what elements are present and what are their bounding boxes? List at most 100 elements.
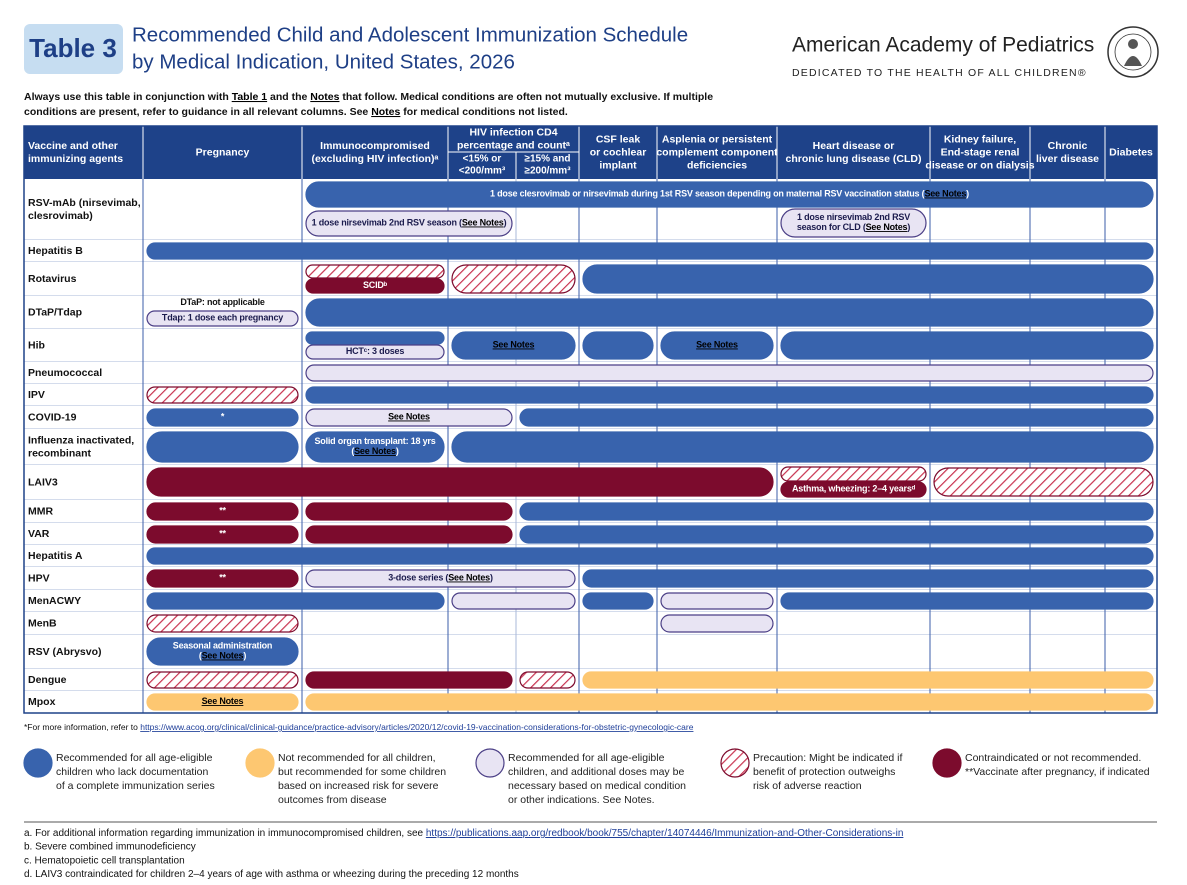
legend-text: risk of adverse reaction bbox=[753, 780, 862, 792]
schedule-bar bbox=[582, 671, 1154, 689]
schedule-bar bbox=[519, 525, 1154, 544]
schedule-bar bbox=[780, 208, 927, 238]
row-label: recombinant bbox=[28, 447, 92, 459]
column-header: Kidney failure, bbox=[944, 133, 1016, 145]
text-segment: Always use this table in conjunction wit… bbox=[24, 91, 232, 103]
column-header: CSF leak bbox=[596, 133, 641, 145]
text-line: See Notes bbox=[493, 340, 535, 350]
schedule-bar bbox=[305, 525, 513, 544]
schedule-bar bbox=[582, 264, 1154, 294]
schedule-bar bbox=[305, 298, 1154, 327]
text-line: 3-dose series (See Notes) bbox=[388, 573, 493, 583]
text-line: Solid organ transplant: 18 yrs bbox=[314, 436, 435, 446]
legend-text: outcomes from disease bbox=[278, 794, 387, 806]
legend-swatch bbox=[23, 748, 53, 778]
text-line: See Notes bbox=[388, 412, 430, 422]
schedule-bar bbox=[305, 502, 513, 521]
row-label: Hepatitis B bbox=[28, 245, 83, 257]
legend-text: children who lack documentation bbox=[56, 766, 208, 778]
text-line: a. For additional information regarding … bbox=[24, 828, 903, 839]
link: See Notes bbox=[493, 340, 535, 350]
row-label: LAIV3 bbox=[28, 476, 58, 488]
text-line: DTaP: not applicable bbox=[180, 297, 265, 307]
text-line: (See Notes) bbox=[199, 651, 247, 661]
legend-text: based on increased risk for severe bbox=[278, 780, 439, 792]
badge: Table 3 bbox=[29, 33, 117, 63]
text-segment: ) bbox=[504, 218, 507, 228]
schedule-bar bbox=[305, 408, 513, 427]
schedule-bar bbox=[146, 547, 1154, 565]
text-segment: conditions are present, refer to guidanc… bbox=[24, 106, 371, 118]
column-header: complement component bbox=[656, 146, 778, 158]
schedule-bar bbox=[933, 467, 1154, 497]
schedule-bar bbox=[146, 386, 299, 404]
column-header: or cochlear bbox=[590, 146, 647, 158]
text-line: c. Hematopoietic cell transplantation bbox=[24, 855, 185, 866]
text-line: * bbox=[221, 412, 225, 422]
row-label: clesrovimab) bbox=[28, 210, 93, 222]
text-segment: 3-dose series ( bbox=[388, 573, 448, 583]
schedule-bar bbox=[582, 331, 654, 360]
schedule-bar bbox=[146, 431, 299, 463]
schedule-bar bbox=[146, 614, 299, 633]
title: by Medical Indication, United States, 20… bbox=[132, 50, 515, 73]
text-line: Asthma, wheezing: 2–4 yearsᵈ bbox=[792, 484, 916, 494]
title: Recommended Child and Adolescent Immuniz… bbox=[132, 23, 688, 46]
text-line: conditions are present, refer to guidanc… bbox=[24, 106, 568, 118]
row-label: COVID-19 bbox=[28, 411, 77, 423]
column-header: Pregnancy bbox=[196, 146, 250, 158]
link: See Notes bbox=[202, 696, 244, 706]
badge-bg bbox=[24, 24, 123, 74]
row-label: Hepatitis A bbox=[28, 550, 83, 562]
legend-text: Recommended for all age-eligible bbox=[56, 752, 213, 764]
column-subheader: <15% or bbox=[463, 154, 502, 165]
link: See Notes bbox=[202, 651, 244, 661]
schedule-bar bbox=[146, 592, 445, 610]
column-header: disease or on dialysis bbox=[925, 159, 1034, 171]
schedule-bar bbox=[305, 431, 445, 463]
text-segment: season for CLD ( bbox=[797, 222, 866, 232]
schedule-bar bbox=[780, 592, 1154, 610]
schedule-bar bbox=[451, 264, 576, 294]
schedule-bar bbox=[305, 264, 445, 279]
text-segment: * bbox=[221, 412, 225, 422]
row-label: Rotavirus bbox=[28, 273, 77, 285]
text-segment: b. Severe combined immunodeficiency bbox=[24, 841, 196, 852]
text-segment: that follow. Medical conditions are ofte… bbox=[339, 91, 713, 103]
schedule-bar bbox=[582, 569, 1154, 588]
legend-text: **Vaccinate after pregnancy, if indicate… bbox=[965, 766, 1150, 778]
schedule-bar bbox=[451, 431, 1154, 463]
link: See Notes bbox=[462, 218, 504, 228]
link: https://publications.aap.org/redbook/boo… bbox=[426, 828, 904, 839]
text-segment: ** bbox=[219, 529, 226, 539]
schedule-bar bbox=[146, 569, 299, 588]
text-segment: a. For additional information regarding … bbox=[24, 828, 426, 839]
schedule-bar bbox=[146, 671, 299, 689]
link: https://www.acog.org/clinical/clinical-g… bbox=[140, 722, 693, 732]
row-label: VAR bbox=[28, 528, 50, 540]
text-segment: ** bbox=[219, 573, 226, 583]
text-line: ** bbox=[219, 506, 226, 516]
text-line: *For more information, refer to https://… bbox=[24, 722, 694, 732]
legend-text: children, and additional doses may be bbox=[508, 766, 684, 778]
row-label: Influenza inactivated, bbox=[28, 434, 134, 446]
schedule-bar bbox=[146, 502, 299, 521]
text-segment: ) bbox=[396, 446, 399, 456]
schedule-bar bbox=[305, 671, 513, 689]
text-segment: c. Hematopoietic cell transplantation bbox=[24, 855, 185, 866]
text-segment: d. LAIV3 contraindicated for children 2–… bbox=[24, 869, 519, 880]
schedule-bar bbox=[146, 525, 299, 544]
link: See Notes bbox=[448, 573, 490, 583]
schedule-bar bbox=[305, 210, 513, 237]
row-label: MenB bbox=[28, 617, 57, 629]
column-header: Vaccine and other bbox=[28, 140, 118, 152]
row-label: IPV bbox=[28, 389, 45, 401]
text-line: ** bbox=[219, 573, 226, 583]
text-segment: ) bbox=[907, 222, 910, 232]
table-border bbox=[23, 125, 1158, 714]
legend-text: but recommended for some children bbox=[278, 766, 446, 778]
schedule-bar bbox=[305, 344, 445, 360]
text-segment: ) bbox=[243, 651, 246, 661]
text-line: b. Severe combined immunodeficiency bbox=[24, 841, 196, 852]
